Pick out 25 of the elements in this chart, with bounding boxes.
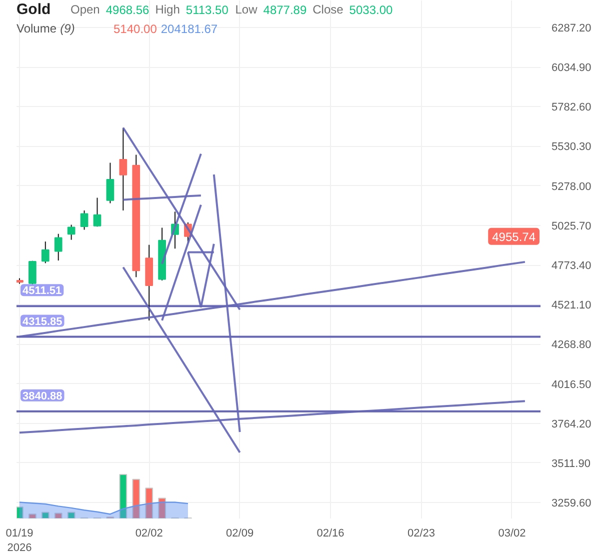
ref-line-label: 4511.51 bbox=[22, 285, 62, 298]
y-tick-label: 3511.90 bbox=[552, 458, 590, 470]
y-tick-label: 3259.60 bbox=[552, 498, 592, 510]
annotation: Open 4968.56 High 5113.50 Low 4877.89 Close 5033.00 bbox=[70, 2, 394, 17]
x-tick-label: 02/02 bbox=[135, 528, 163, 540]
y-tick-label: 4016.50 bbox=[552, 378, 592, 391]
x-tick-label: 02/09 bbox=[226, 528, 254, 540]
chart-title: Gold bbox=[16, 1, 51, 18]
x-tick-label: 01/19 2026 bbox=[6, 528, 34, 554]
ref-line-label: 4315.85 bbox=[22, 316, 62, 328]
y-tick-label: 4773.40 bbox=[552, 260, 592, 272]
y-tick-label: 4521.10 bbox=[552, 300, 592, 312]
y-tick-label: 5530.30 bbox=[552, 141, 592, 154]
y-tick-label: 5782.60 bbox=[552, 102, 592, 114]
y-tick-label: 5025.70 bbox=[552, 220, 592, 232]
y-tick-label: 5278.00 bbox=[552, 180, 592, 193]
y-tick-label: 6287.20 bbox=[552, 22, 592, 34]
y-tick-label: 3764.20 bbox=[552, 418, 592, 430]
ref-line-label: 3840.88 bbox=[22, 390, 62, 402]
x-tick-label: 02/16 bbox=[316, 528, 344, 540]
x-tick-label: 02/23 bbox=[408, 528, 436, 540]
y-tick-label: 4268.80 bbox=[552, 339, 592, 352]
x-tick-label: 03/02 bbox=[498, 528, 526, 540]
annotation: 4955.74 bbox=[492, 230, 536, 244]
y-tick-label: 6034.90 bbox=[552, 62, 592, 74]
